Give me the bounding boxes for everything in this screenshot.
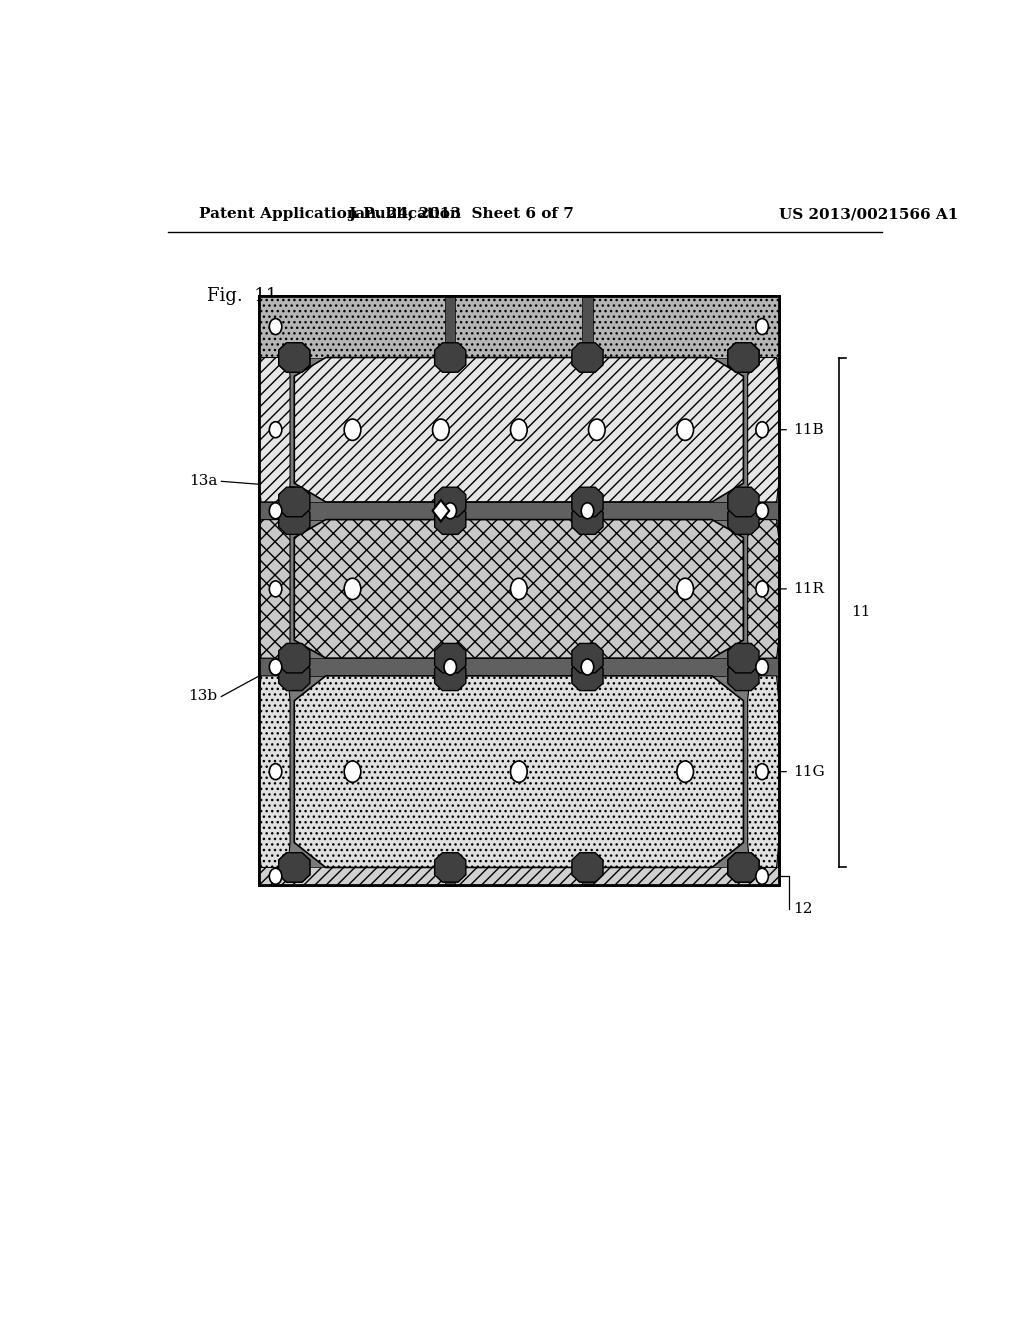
Bar	[259, 296, 778, 886]
Text: 13a: 13a	[189, 474, 217, 488]
Polygon shape	[728, 343, 759, 372]
Circle shape	[677, 418, 693, 441]
Polygon shape	[728, 661, 759, 690]
Bar	[259, 502, 778, 520]
Polygon shape	[571, 504, 603, 535]
Circle shape	[756, 421, 768, 438]
Polygon shape	[432, 500, 450, 521]
Polygon shape	[434, 487, 466, 516]
Polygon shape	[434, 343, 466, 372]
Circle shape	[677, 762, 693, 783]
Circle shape	[589, 418, 605, 441]
Polygon shape	[294, 676, 743, 867]
Bar	[743, 296, 773, 886]
Circle shape	[432, 418, 450, 441]
Text: 12: 12	[794, 902, 813, 916]
Polygon shape	[279, 343, 310, 372]
Polygon shape	[434, 504, 466, 535]
Circle shape	[756, 318, 768, 334]
Circle shape	[444, 503, 457, 519]
Polygon shape	[748, 358, 779, 502]
Polygon shape	[279, 504, 310, 535]
Circle shape	[511, 578, 527, 599]
Circle shape	[511, 418, 527, 441]
Text: 11G: 11G	[794, 764, 825, 779]
Polygon shape	[571, 343, 603, 372]
Polygon shape	[279, 853, 310, 882]
Bar	[259, 659, 778, 676]
Circle shape	[269, 659, 282, 675]
Bar	[259, 867, 778, 886]
Polygon shape	[748, 520, 779, 659]
Circle shape	[677, 578, 693, 599]
Polygon shape	[279, 487, 310, 516]
Circle shape	[269, 869, 282, 884]
Circle shape	[756, 503, 768, 519]
Bar	[445, 296, 456, 886]
Circle shape	[756, 869, 768, 884]
Circle shape	[756, 764, 768, 780]
Polygon shape	[279, 853, 310, 882]
Polygon shape	[434, 661, 466, 690]
Text: 11B: 11B	[794, 422, 823, 437]
Polygon shape	[434, 643, 466, 673]
Polygon shape	[728, 643, 759, 673]
Polygon shape	[259, 676, 290, 867]
Circle shape	[344, 578, 360, 599]
Text: Patent Application Publication: Patent Application Publication	[200, 207, 462, 222]
Polygon shape	[571, 487, 603, 516]
Bar	[583, 296, 593, 886]
Polygon shape	[279, 643, 310, 673]
Polygon shape	[571, 853, 603, 882]
Bar	[259, 296, 778, 886]
Polygon shape	[728, 853, 759, 882]
Polygon shape	[294, 520, 743, 659]
Polygon shape	[279, 661, 310, 690]
Bar	[259, 296, 778, 358]
Circle shape	[582, 659, 594, 675]
Text: 13b: 13b	[188, 689, 217, 704]
Polygon shape	[434, 853, 466, 882]
Circle shape	[756, 659, 768, 675]
Polygon shape	[728, 504, 759, 535]
Polygon shape	[571, 643, 603, 673]
Text: 11R: 11R	[794, 582, 824, 595]
Circle shape	[269, 503, 282, 519]
Polygon shape	[748, 676, 779, 867]
Circle shape	[344, 418, 360, 441]
Circle shape	[269, 764, 282, 780]
Circle shape	[511, 762, 527, 783]
Polygon shape	[728, 343, 759, 372]
Bar	[259, 296, 289, 886]
Circle shape	[444, 659, 457, 675]
Polygon shape	[728, 853, 759, 882]
Circle shape	[269, 421, 282, 438]
Text: US 2013/0021566 A1: US 2013/0021566 A1	[778, 207, 958, 222]
Polygon shape	[259, 520, 290, 659]
Circle shape	[269, 318, 282, 334]
Polygon shape	[728, 487, 759, 516]
Circle shape	[582, 503, 594, 519]
Circle shape	[756, 581, 768, 597]
Circle shape	[344, 762, 360, 783]
Polygon shape	[571, 661, 603, 690]
Polygon shape	[279, 343, 310, 372]
Polygon shape	[294, 358, 743, 502]
Text: Jan. 24, 2013  Sheet 6 of 7: Jan. 24, 2013 Sheet 6 of 7	[348, 207, 574, 222]
Text: 11: 11	[851, 606, 870, 619]
Polygon shape	[259, 358, 290, 502]
Circle shape	[269, 581, 282, 597]
Text: Fig.  11: Fig. 11	[207, 286, 278, 305]
